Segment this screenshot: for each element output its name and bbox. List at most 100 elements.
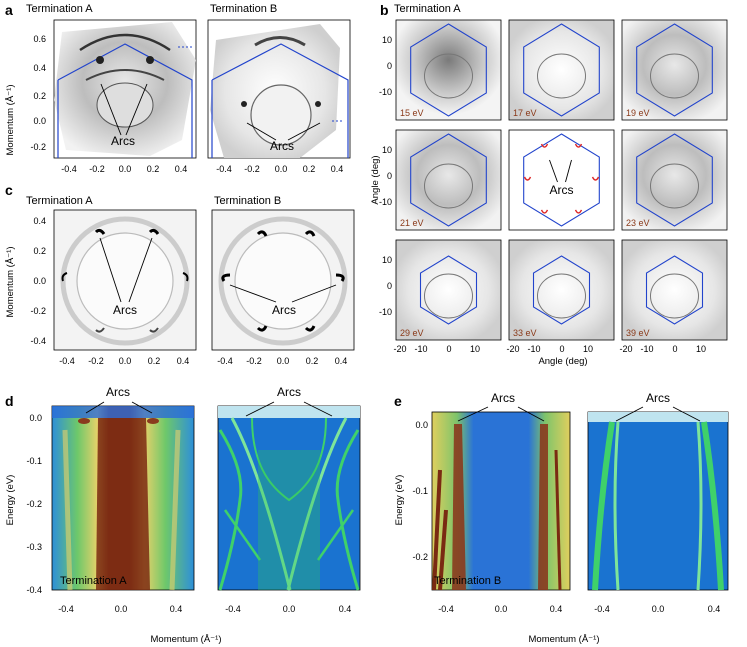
panel-c-map-left: Arcs [53,209,197,351]
panel-d-arcs-label-right: Arcs [277,385,301,399]
panel-d-letter: d [5,393,14,409]
panel-b-hexagon [636,23,713,117]
d-xtick: 0.0 [283,604,296,614]
a-ytick: 0.0 [33,116,46,126]
panel-b-hexagon [645,255,704,325]
a-xtick: 0.0 [275,164,288,174]
panel-b-arrow [565,159,572,183]
panel-b-arc-marker [574,209,583,214]
panel-c-yticks: 0.4 0.2 0.0 -0.2 -0.4 [30,216,46,346]
e-xtick: 0.4 [708,604,721,614]
panel-d-xticks: -0.4 0.0 0.4 -0.4 0.0 0.4 [58,604,351,614]
b-xtick: 0 [446,344,451,354]
panel-b-ylabel: Angle (deg) [370,155,381,204]
d-xtick: 0.0 [115,604,128,614]
d-ytick: -0.3 [26,542,42,552]
panel-e-ylabel: Energy (eV) [394,475,405,526]
b-xtick: -10 [527,344,540,354]
c-xtick: 0.2 [306,356,319,366]
d-xtick: -0.4 [225,604,241,614]
b-xtick: 10 [470,344,480,354]
panel-b-map-frame [508,129,615,231]
panel-d-xlabel: Momentum (Å⁻¹) [151,634,222,645]
panel-e-arpes: Termination B [431,411,571,591]
panel-a-title-left: Termination A [26,3,93,15]
e-ytick: -0.1 [412,486,428,496]
panel-a-xticks-right: -0.4 -0.2 0.0 0.2 0.4 [216,164,343,174]
b-xtick: -10 [414,344,427,354]
b-ytick: 0 [387,61,392,71]
panel-e-arcs-label-right: Arcs [646,391,670,405]
panel-b-map: 29 eV [395,239,502,341]
e-xtick: 0.4 [550,604,563,614]
panel-a-letter: a [5,2,13,18]
panel-b-map-frame [621,19,728,121]
panel-b-energy-label: 33 eV [513,328,537,338]
panel-a-ylabel: Momentum (Å⁻¹) [5,85,16,156]
panel-b-arc-marker [540,143,549,148]
c-ytick: 0.0 [33,276,46,286]
panel-b-map: 19 eV [621,19,728,121]
panel-c-title-right: Termination B [214,195,281,207]
c-ytick: -0.2 [30,306,46,316]
c-xtick: -0.2 [88,356,104,366]
panel-b-hexagon [410,133,487,227]
panel-e-inset: Termination B [434,575,501,587]
e-xtick: -0.4 [438,604,454,614]
panel-c-xticks-right: -0.4 -0.2 0.0 0.2 0.4 [217,356,347,366]
panel-b-feature [424,273,473,319]
panel-b-energy-label: 17 eV [513,108,537,118]
panel-b-energy-label: 21 eV [400,218,424,228]
panel-b-energy-label: 15 eV [400,108,424,118]
panel-c-ylabel: Momentum (Å⁻¹) [5,247,16,318]
b-xtick: 0 [559,344,564,354]
panel-a-arcs-label-left: Arcs [111,134,135,148]
panel-b-xlabel: Angle (deg) [538,356,587,367]
b-xtick: 0 [672,344,677,354]
b-xtick: -20 [393,344,406,354]
panel-b-map-frame [508,19,615,121]
a-xtick: 0.2 [303,164,316,174]
panel-b-arc-marker [523,176,532,181]
panel-b-map-frame [395,129,502,231]
a-xtick: -0.2 [89,164,105,174]
panel-c-title-left: Termination A [26,195,93,207]
e-ytick: -0.2 [412,552,428,562]
c-xtick: 0.4 [177,356,190,366]
b-xtick: 10 [696,344,706,354]
panel-b-map: 15 eV [395,19,502,121]
c-xtick: -0.2 [246,356,262,366]
b-ytick: 10 [382,35,392,45]
a-xtick: 0.4 [331,164,344,174]
panel-a-xticks-left: -0.4 -0.2 0.0 0.2 0.4 [61,164,187,174]
b-ytick: 10 [382,145,392,155]
b-xtick: -10 [640,344,653,354]
panel-e-arcs-label-left: Arcs [491,391,515,405]
panel-d-sim [217,405,361,591]
panel-b-feature [650,53,699,99]
panel-b-grid: 15 eV 17 eV 19 eV 21 eV Arcs 23 eV 29 eV 33 eV 3… [379,19,728,354]
b-xtick: -20 [506,344,519,354]
panel-b-arc-marker [574,143,583,148]
d-xtick: -0.4 [58,604,74,614]
panel-b-feature [537,53,586,99]
panel-b-feature [424,53,473,99]
panel-e-yticks: 0.0 -0.1 -0.2 [412,420,428,562]
d-ytick: 0.0 [29,413,42,423]
panel-e-arcs: Arcs Arcs [457,391,701,422]
a-xtick: 0.0 [119,164,132,174]
panel-a-map-right: Arcs [207,19,351,159]
panel-b-hexagon [523,133,600,227]
panel-c-xticks-left: -0.4 -0.2 0.0 0.2 0.4 [59,356,189,366]
panel-e-xticks: -0.4 0.0 0.4 -0.4 0.0 0.4 [438,604,720,614]
c-xtick: -0.4 [217,356,233,366]
c-ytick: 0.2 [33,246,46,256]
panel-b-map-frame [395,239,502,341]
panel-b-map: 23 eV [621,129,728,231]
b-ytick: -10 [379,197,392,207]
panel-d-arcs: Arcs Arcs [85,385,333,417]
d-xtick: 0.4 [339,604,352,614]
panel-c-arcs-label-right: Arcs [272,303,296,317]
b-ytick: 0 [387,171,392,181]
